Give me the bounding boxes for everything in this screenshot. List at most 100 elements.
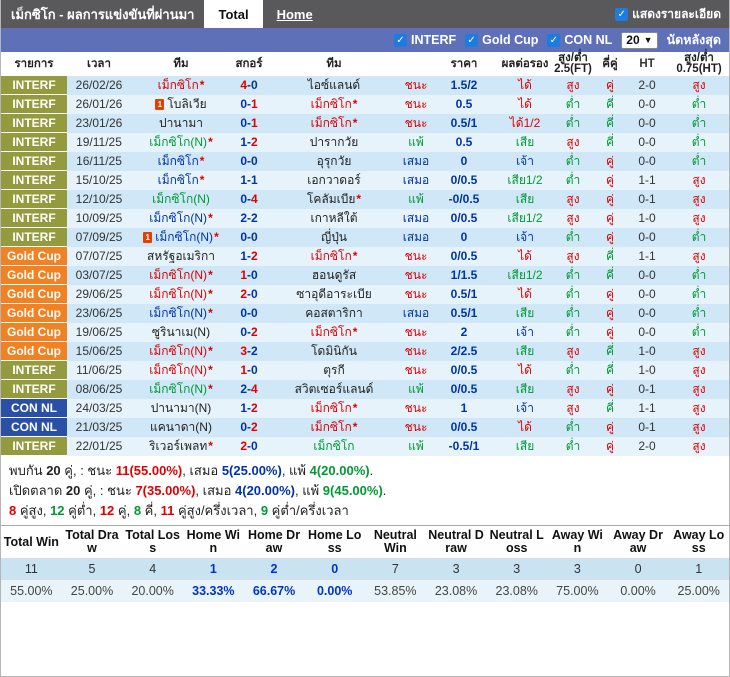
table-row: CON NL 21/03/25 แคนาดา(N) 0-2 เม็กซิโก * … (1, 418, 729, 437)
handicap-result: ได้1/2 (509, 116, 541, 130)
score: 3-2 (240, 344, 258, 358)
show-details-toggle[interactable]: ✓ แสดงรายละเอียด (615, 0, 729, 28)
handicap-result: เจ้า (516, 230, 534, 244)
handicap-result: ได้ (518, 287, 532, 301)
score: 2-0 (240, 439, 258, 453)
stat-percent: 20.00% (122, 579, 184, 602)
match-date: 12/10/25 (75, 192, 123, 206)
match-date: 19/06/25 (75, 325, 123, 339)
over-under-ft: สูง (566, 382, 580, 396)
score: 0-1 (240, 116, 258, 130)
checkbox-checked-icon[interactable]: ✓ (547, 33, 561, 47)
stat-column: Total Draw 5 25.00% (61, 526, 123, 602)
match-result: ชนะ (404, 363, 428, 377)
score: 1-0 (240, 363, 258, 377)
match-date: 08/06/25 (75, 382, 123, 396)
away-goals: 0 (251, 439, 258, 453)
col-header-ht: HT (639, 57, 655, 70)
league-badge: INTERF (1, 152, 67, 171)
home-team-name: เม็กซิโก(N) (149, 344, 208, 358)
handicap-result: เสีย1/2 (507, 211, 543, 225)
match-date: 24/03/25 (75, 401, 123, 415)
filter-goldcup[interactable]: ✓ Gold Cup (465, 33, 538, 47)
filter-bar: ✓ INTERF ✓ Gold Cup ✓ CON NL 20 ▼ นัดหลั… (1, 28, 729, 52)
match-date: 10/09/25 (75, 211, 123, 225)
over-under-ft: สูง (566, 211, 580, 225)
odd-even: คี่ (605, 135, 615, 149)
home-goals: 1 (240, 401, 247, 415)
stat-label: Home Draw (243, 526, 305, 559)
filter-connl[interactable]: ✓ CON NL (547, 33, 612, 47)
table-row: INTERF 07/09/25 1 เม็กซิโก(N) * 0-0 ญี่ปุ่… (1, 228, 729, 247)
home-star: * (208, 287, 213, 301)
stat-percent: 23.08% (425, 579, 487, 602)
match-count-select[interactable]: 20 ▼ (621, 31, 658, 49)
away-team-name: สวิตเซอร์แลนด์ (294, 382, 374, 396)
over-under-ft: สูง (566, 78, 580, 92)
handicap-result: ได้ (518, 78, 532, 92)
home-star: * (208, 306, 213, 320)
match-date: 15/10/25 (75, 173, 123, 187)
match-result: ชนะ (404, 401, 428, 415)
home-star: * (208, 382, 213, 396)
away-team-name: เม็กซิโก (313, 439, 355, 453)
handicap-result: เสีย1/2 (507, 173, 543, 187)
over-under-ft: ต่ำ (565, 97, 581, 111)
score: 2-0 (240, 287, 258, 301)
home-goals: 1 (240, 173, 247, 187)
checkbox-checked-icon[interactable]: ✓ (615, 7, 629, 21)
over-under-ht: สูง (692, 363, 706, 377)
over-under-ht: ต่ำ (691, 306, 707, 320)
away-goals: 1 (251, 173, 258, 187)
away-team-name: คอสตาริกา (305, 306, 363, 320)
away-goals: 2 (251, 211, 258, 225)
stat-count: 3 (425, 559, 487, 579)
match-date: 15/06/25 (75, 344, 123, 358)
over-under-ht: ต่ำ (691, 287, 707, 301)
col-header-list: รายการ (14, 57, 54, 70)
handicap-ratio: 0/0.5 (450, 211, 478, 225)
handicap-result: เสีย (515, 306, 535, 320)
match-result: เสมอ (402, 306, 430, 320)
stat-percent: 0.00% (304, 579, 366, 602)
league-badge: Gold Cup (1, 323, 67, 342)
over-under-ht: สูง (692, 249, 706, 263)
over-under-ht: สูง (692, 192, 706, 206)
checkbox-checked-icon[interactable]: ✓ (393, 33, 407, 47)
away-goals: 0 (251, 230, 258, 244)
col-header-price: ราคา (450, 57, 478, 70)
away-team: ฮอนดูรัส (267, 266, 401, 285)
ht-score: 0-1 (638, 420, 656, 434)
away-star: * (352, 116, 358, 130)
over-under-ft: ต่ำ (565, 116, 581, 130)
home-goals: 1 (240, 249, 247, 263)
home-goals: 0 (240, 116, 247, 130)
home-team-name: เม็กซิโก(N) (155, 230, 214, 244)
table-row: Gold Cup 15/06/25 เม็กซิโก(N) * 3-2 โดมิน… (1, 342, 729, 361)
league-cell: Gold Cup (1, 266, 67, 285)
home-star: * (208, 439, 213, 453)
home-goals: 0 (240, 325, 247, 339)
odd-even: คี่ (605, 97, 615, 111)
handicap-ratio: 0 (460, 154, 468, 168)
table-row: INTERF 16/11/25 เม็กซิโก * 0-0 อุรุกวัย เ… (1, 152, 729, 171)
away-team: โดมินิกัน (267, 342, 401, 361)
home-team: เม็กซิโก(N) * (131, 285, 231, 304)
tab-home[interactable]: Home (276, 6, 313, 22)
league-cell: INTERF (1, 114, 67, 133)
handicap-ratio: 2/2.5 (450, 344, 478, 358)
table-row: INTERF 19/11/25 เม็กซิโก(N) * 1-2 ปารากวั… (1, 133, 729, 152)
home-team: เม็กซิโก(N) * (131, 342, 231, 361)
summary-line: 8 คู่สูง, 12 คู่ต่ำ, 12 คู่, 8 คี่, 11 ค… (9, 503, 349, 518)
home-star: * (208, 363, 213, 377)
home-team: 1 เม็กซิโก(N) * (131, 228, 231, 247)
over-under-ht: สูง (692, 173, 706, 187)
table-row: INTERF 26/01/26 1 โบลิเวีย 0-1 เม็กซิโก * … (1, 95, 729, 114)
league-badge: Gold Cup (1, 266, 67, 285)
tab-total[interactable]: Total (204, 0, 263, 28)
away-team: ซาอุดีอาระเบีย (267, 285, 401, 304)
filter-interf[interactable]: ✓ INTERF (393, 33, 456, 47)
checkbox-checked-icon[interactable]: ✓ (465, 33, 479, 47)
away-goals: 1 (251, 97, 258, 111)
over-under-ht: สูง (692, 78, 706, 92)
